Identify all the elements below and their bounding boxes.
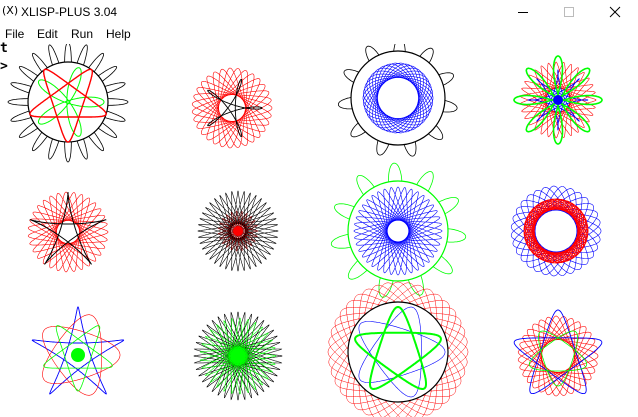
close-icon [609, 6, 621, 18]
spirograph-5 [27, 191, 109, 273]
minimize-icon [518, 12, 528, 13]
menu-edit[interactable]: Edit [37, 27, 58, 41]
menu-help[interactable]: Help [106, 27, 131, 41]
spirograph-4 [513, 55, 603, 145]
spirograph-9 [31, 306, 125, 396]
spirograph-11 [327, 281, 469, 417]
menu-bar: File Edit Run Help [0, 24, 638, 44]
menu-run[interactable]: Run [71, 27, 94, 41]
xlisp-app-icon[interactable]: (X) [2, 4, 19, 17]
spirograph-12 [513, 309, 603, 397]
menu-file[interactable]: File [5, 27, 25, 41]
spirograph-8 [510, 185, 602, 277]
graphics-canvas[interactable] [0, 44, 638, 417]
console-caret: > [0, 59, 8, 74]
maximize-icon [564, 7, 574, 17]
spirograph-2 [191, 67, 273, 149]
console-prompt: t [0, 41, 8, 56]
spirograph-6 [197, 190, 279, 272]
maximize-button[interactable] [546, 0, 592, 24]
spirograph-1 [7, 44, 129, 163]
spirograph-3 [338, 44, 458, 157]
spirograph-10 [193, 311, 283, 401]
close-button[interactable] [592, 0, 638, 24]
minimize-button[interactable] [500, 0, 546, 24]
title-bar[interactable]: (X) XLISP-PLUS 3.04 [0, 0, 638, 24]
window-title: XLISP-PLUS 3.04 [21, 5, 118, 19]
spirograph-7 [330, 162, 467, 298]
